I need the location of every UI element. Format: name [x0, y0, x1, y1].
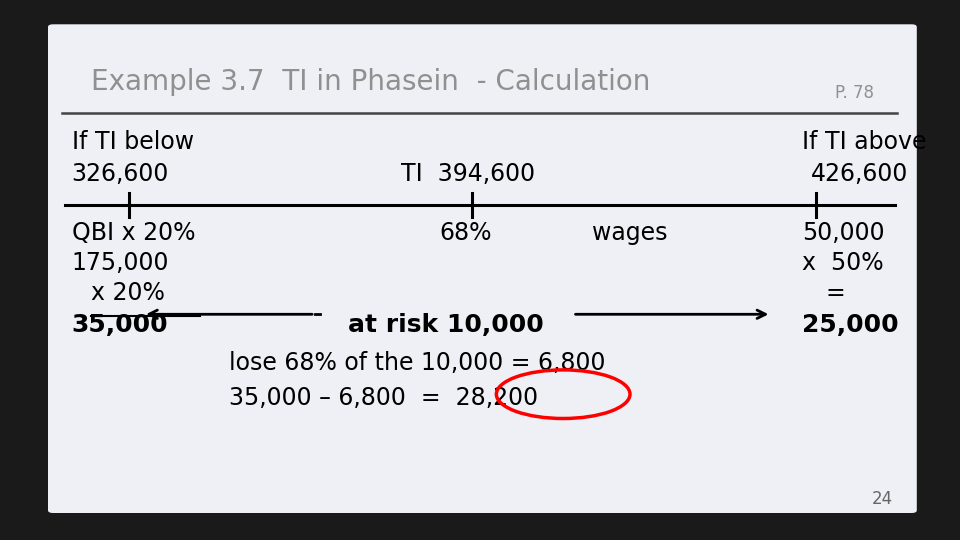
Text: TI  394,600: TI 394,600 — [401, 162, 535, 186]
Text: Example 3.7  TI in Phasein  - Calculation: Example 3.7 TI in Phasein - Calculation — [90, 68, 650, 96]
Text: 326,600: 326,600 — [72, 162, 169, 186]
Text: If TI above: If TI above — [802, 130, 926, 153]
Text: 25,000: 25,000 — [802, 313, 899, 337]
Text: 175,000: 175,000 — [72, 251, 169, 275]
Text: 24: 24 — [872, 490, 893, 508]
Text: x  50%: x 50% — [802, 251, 883, 275]
Text: 50,000: 50,000 — [802, 221, 884, 245]
Text: 426,600: 426,600 — [811, 162, 909, 186]
Text: x 20%: x 20% — [90, 281, 164, 305]
Text: lose 68% of the 10,000 = 6,800: lose 68% of the 10,000 = 6,800 — [229, 351, 606, 375]
Text: If TI below: If TI below — [72, 130, 194, 153]
Text: QBI x 20%: QBI x 20% — [72, 221, 195, 245]
Text: wages: wages — [591, 221, 667, 245]
Text: 35,000: 35,000 — [72, 313, 168, 337]
Text: at risk 10,000: at risk 10,000 — [348, 313, 544, 337]
Text: 35,000 – 6,800  =  28,200: 35,000 – 6,800 = 28,200 — [229, 386, 539, 410]
Text: 68%: 68% — [439, 221, 492, 245]
Text: P. 78: P. 78 — [835, 84, 875, 102]
Text: =: = — [826, 281, 846, 305]
